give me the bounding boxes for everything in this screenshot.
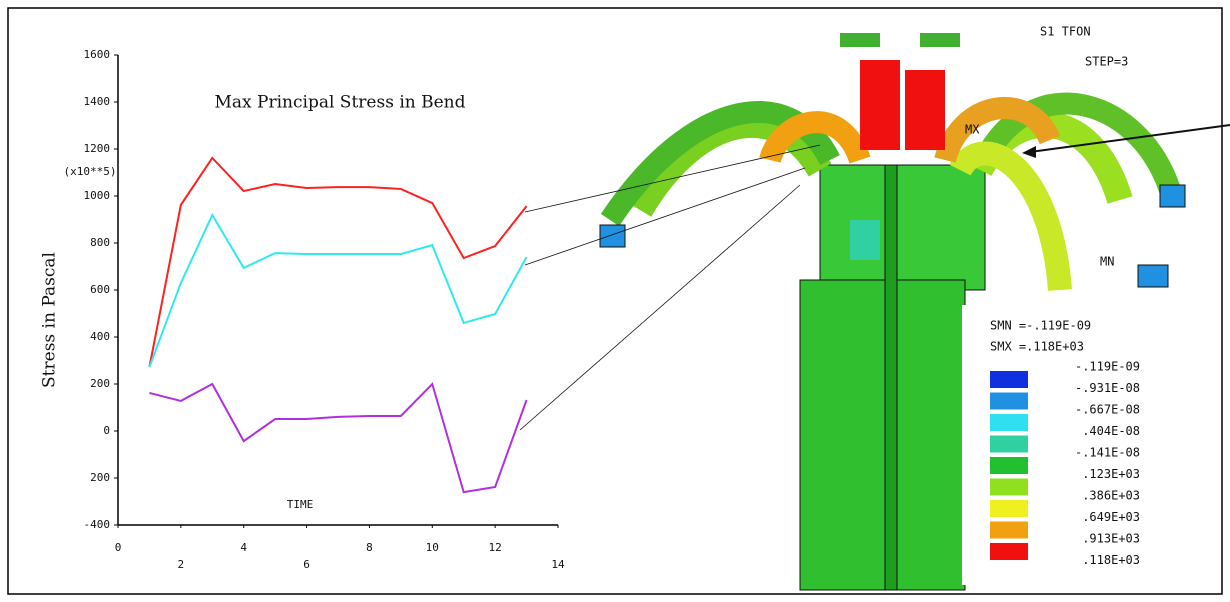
smn-label: SMN =-.119E-09 [990, 319, 1091, 333]
x-tick-label: 10 [426, 541, 439, 554]
x-tick-label: 2 [178, 558, 185, 571]
legend-label: .913E+03 [1082, 532, 1140, 546]
y-tick-label: -400 [84, 518, 111, 531]
min-marker: MN [1100, 255, 1114, 269]
x-tick-label: 0 [115, 541, 122, 554]
series-line [149, 382, 528, 494]
series-line [148, 156, 528, 368]
legend-swatch [990, 543, 1028, 560]
y-tick-label: 200 [90, 377, 110, 390]
chart-title: Max Principal Stress in Bend [215, 93, 466, 113]
series-line [148, 212, 528, 368]
x-tick-label: 12 [489, 541, 502, 554]
y-tick-label: 200 [90, 471, 110, 484]
smx-label: SMX =.118E+03 [990, 340, 1084, 354]
legend-label: .404E-08 [1082, 424, 1140, 438]
legend-swatch [990, 478, 1028, 496]
y-multiplier: (x10**5) [64, 165, 117, 178]
legend-label: .123E+03 [1082, 467, 1140, 481]
x-tick-label: 4 [240, 541, 247, 554]
y-tick-label: 600 [90, 283, 110, 296]
max-marker: MX [965, 123, 980, 137]
y-tick-label: 1200 [84, 142, 111, 155]
fea-model [599, 33, 1230, 591]
legend-swatch [990, 457, 1028, 474]
legend-label: -.119E-09 [1075, 360, 1140, 374]
leader-lines [519, 144, 821, 431]
y-tick-label: 1000 [84, 189, 111, 202]
legend-swatch [990, 435, 1028, 453]
x-axis-label: TIME [287, 498, 314, 511]
x-tick-label: 14 [551, 558, 565, 571]
y-tick-label: 0 [103, 424, 110, 437]
y-tick-label: 400 [90, 330, 110, 343]
legend-label: -.931E-08 [1075, 381, 1140, 395]
x-tick-label: 6 [303, 558, 310, 571]
legend-label: .118E+03 [1082, 553, 1140, 567]
legend-swatch [990, 521, 1028, 539]
legend-label: -.141E-08 [1075, 446, 1140, 460]
legend-swatch [990, 392, 1028, 410]
legend-label: -.667E-08 [1075, 403, 1140, 417]
legend-label: .649E+03 [1082, 510, 1140, 524]
step-label: STEP=3 [1085, 55, 1128, 69]
legend-swatch [990, 500, 1028, 517]
y-tick-label: 1600 [84, 48, 111, 61]
y-tick-label: 1400 [84, 95, 111, 108]
legend-swatch [990, 371, 1028, 388]
y-axis-label: Stress in Pascal [40, 252, 60, 388]
legend-swatch [990, 414, 1028, 431]
y-tick-label: 800 [90, 236, 110, 249]
result-label: S1 TFON [1040, 25, 1091, 39]
legend-label: .386E+03 [1082, 489, 1140, 503]
x-tick-label: 8 [366, 541, 373, 554]
